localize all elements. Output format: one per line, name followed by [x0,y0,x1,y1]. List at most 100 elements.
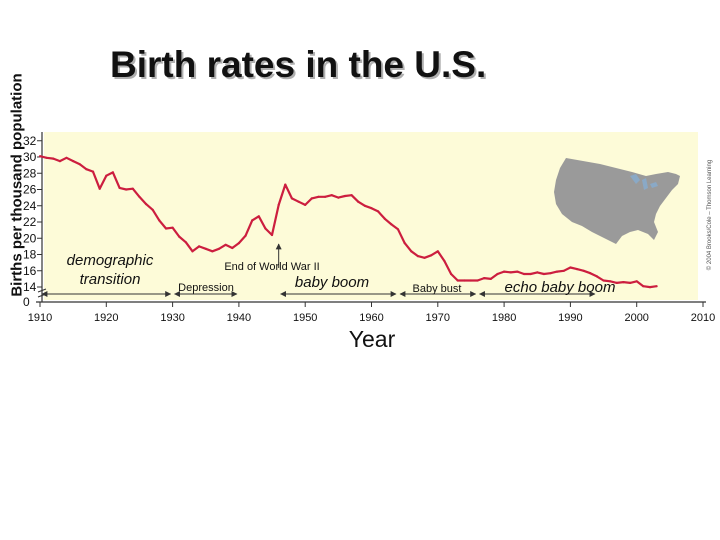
us-map-icon [554,158,680,244]
data-point [72,160,75,163]
data-point [635,280,638,283]
data-point [125,188,128,191]
data-point [642,285,645,288]
data-point [131,187,134,190]
data-point [503,270,506,273]
data-point [184,241,187,244]
x-tick-label: 1920 [94,312,118,324]
data-point [204,247,207,250]
copyright-text: © 2004 Brooks/Cole – Thomson Learning [706,160,713,270]
data-point [38,155,42,158]
data-point [370,207,373,210]
data-point [483,277,486,280]
data-point [496,272,499,276]
data-point [529,272,532,276]
data-point [118,186,121,189]
data-point [330,194,333,197]
data-point [396,228,400,231]
data-point [655,285,658,288]
data-point [350,194,353,197]
y-tick-label: 26 [23,183,37,197]
data-point [589,272,592,275]
data-point [582,269,585,272]
data-point [443,259,446,263]
y-tick-label: 0 [23,295,30,309]
data-point [270,233,274,237]
data-point [317,195,320,198]
data-point [556,270,559,273]
data-point [178,235,181,238]
annotation-demographic: demographic [67,252,154,269]
data-point [383,217,386,220]
data-point [615,281,618,284]
data-point [609,280,612,283]
data-point [145,203,148,206]
data-point [463,279,466,282]
data-point [310,197,313,200]
data-point [562,269,565,272]
data-point [450,272,453,276]
data-point [416,255,419,258]
data-point [363,204,366,207]
data-point [171,226,174,229]
data-point [602,279,605,282]
data-point [244,234,247,237]
data-point [224,243,227,246]
chart-title: Birth rates in the U.S. [110,44,487,85]
annotation-transition: transition [80,271,141,288]
data-point [390,223,393,226]
data-point [377,210,380,213]
data-point [217,247,221,250]
y-tick-label: 28 [23,166,37,180]
data-point [410,250,413,253]
x-tick-label: 2000 [624,312,648,324]
data-point [85,168,88,171]
data-point [595,275,599,278]
data-point [509,271,512,274]
y-tick-label: 30 [23,150,37,164]
data-point [158,219,161,222]
series-line-0 [39,155,657,289]
x-tick-label: 1960 [359,312,383,324]
data-point [522,272,526,276]
x-tick-label: 1970 [426,312,450,324]
y-tick-label: 24 [23,199,37,213]
data-point [456,279,459,282]
data-point [138,195,141,198]
data-point [476,279,479,282]
data-point [251,219,254,222]
data-point [469,279,472,282]
data-point [45,156,48,159]
data-point [65,156,68,159]
y-tick-label: 32 [23,134,37,148]
data-point [549,272,552,275]
data-point [436,250,439,253]
data-point [105,174,108,177]
data-point [536,271,539,274]
data-point [264,227,267,230]
data-point [430,254,433,257]
data-point [343,194,347,198]
x-tick-label: 1930 [160,312,184,324]
data-point [403,242,406,245]
annotation-echo-baby-boom: echo baby boom [505,279,616,296]
annotation-baby-boom: baby boom [295,274,369,291]
data-point [337,196,340,199]
data-point [151,208,154,211]
annotation-depression: Depression [178,282,234,294]
data-point [423,256,426,259]
x-axis-label: Year [349,326,396,352]
data-point [575,268,579,271]
data-point [231,246,234,250]
data-point [297,200,300,203]
annotation-baby-bust: Baby bust [413,283,462,295]
data-point [324,195,327,198]
data-point [211,250,214,253]
y-tick-label: 18 [23,248,37,262]
data-point [516,270,519,273]
x-tick-label: 1910 [28,312,52,324]
data-point [277,203,280,206]
data-point [357,200,360,203]
data-point [111,171,114,174]
y-tick-label: 22 [23,215,37,229]
